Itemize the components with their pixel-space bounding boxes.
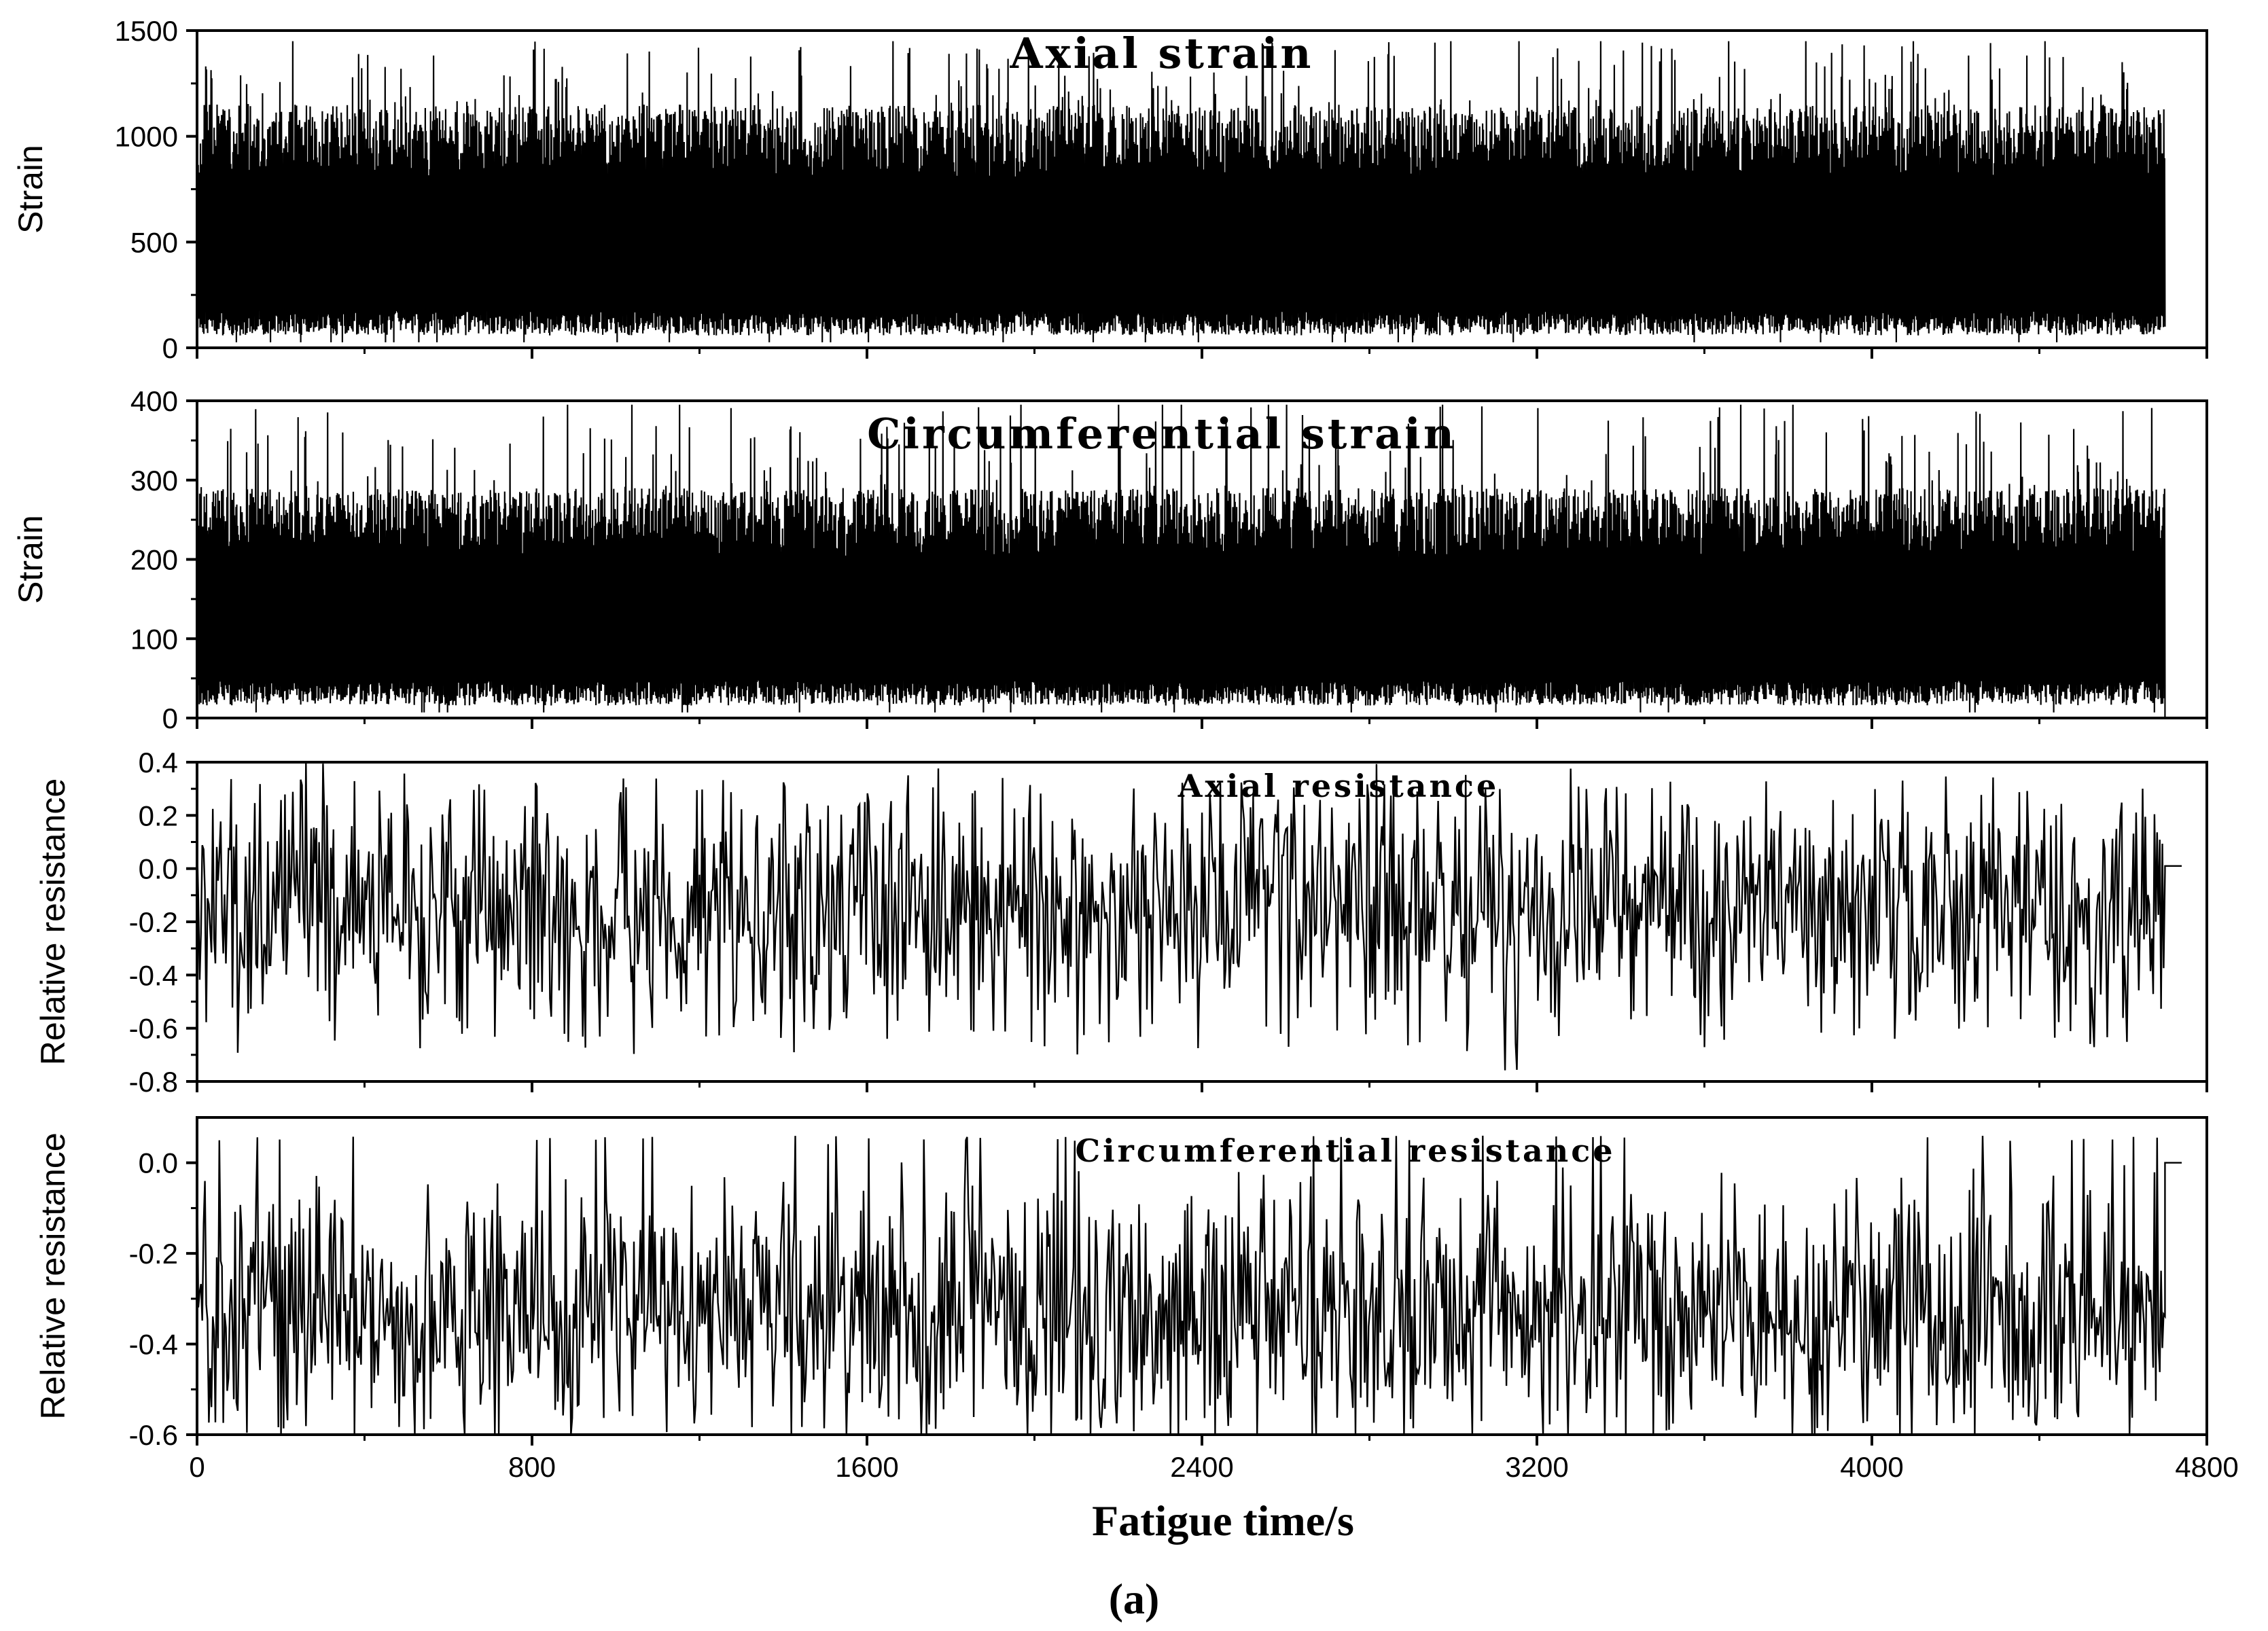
panel-title: Axial strain (1010, 29, 1314, 78)
x-tick-label: 1600 (835, 1451, 898, 1483)
x-axis-title: Fatigue time/s (1092, 1496, 1354, 1545)
y-tick-label: -0.4 (129, 1329, 178, 1361)
y-tick-label: 1500 (115, 15, 178, 47)
y-tick-label: -0.6 (129, 1013, 178, 1045)
y-tick-label: 0.4 (139, 747, 178, 778)
y-tick-label: 0.2 (139, 800, 178, 831)
panel-title: Circumferential strain (867, 409, 1457, 459)
y-tick-label: 200 (130, 544, 178, 576)
series-line-3 (197, 762, 2182, 1071)
y-tick-label: -0.8 (129, 1066, 178, 1098)
y-tick-label: -0.6 (129, 1419, 178, 1451)
y-tick-label: -0.4 (129, 959, 178, 991)
y-tick-label: 400 (130, 385, 178, 417)
x-tick-label: 4000 (1840, 1451, 1903, 1483)
y-tick-label: 500 (130, 226, 178, 258)
y-tick-label: 0.0 (139, 853, 178, 885)
y-tick-label: -0.2 (129, 1238, 178, 1270)
series-line-1 (197, 41, 2166, 342)
figure-caption: (a) (1109, 1575, 1160, 1623)
panel-4: -0.6 -0.4 -0.2 0.0 0 800 1600 2400 3200 4000 4800 R… (34, 1116, 2239, 1483)
x-tick-label: 800 (508, 1451, 556, 1483)
panels: 0 500 1000 1500 Strain Axial strain 0 100 200 300… (12, 15, 2239, 1483)
panel-3: -0.8 -0.6 -0.4 -0.2 0.0 0.2 0.4 Relative resist… (34, 747, 2208, 1098)
y-tick-label: -0.2 (129, 906, 178, 938)
y-tick-label: 0.0 (139, 1147, 178, 1179)
x-tick-label: 2400 (1170, 1451, 1233, 1483)
panel-title: Axial resistance (1177, 768, 1499, 804)
x-tick-label: 0 (189, 1451, 205, 1483)
series-line-2 (197, 404, 2166, 718)
y-tick-label: 300 (130, 465, 178, 497)
panel-1: 0 500 1000 1500 Strain Axial strain (12, 15, 2208, 364)
y-axis-label: Strain (12, 145, 50, 234)
panel-2: 0 100 200 300 400 Strain Circumferential strai… (12, 385, 2208, 734)
y-tick-label: 100 (130, 623, 178, 655)
y-axis-label: Strain (12, 515, 50, 604)
y-tick-label: 0 (162, 702, 178, 734)
panel-title: Circumferential resistance (1075, 1132, 1615, 1169)
y-axis-label: Relative resistance (34, 1132, 72, 1419)
y-tick-label: 1000 (115, 121, 178, 153)
y-tick-label: 0 (162, 332, 178, 364)
series-line-4 (197, 1135, 2182, 1435)
y-axis-label: Relative resistance (34, 778, 72, 1065)
x-tick-label: 3200 (1505, 1451, 1568, 1483)
x-tick-label: 4800 (2175, 1451, 2238, 1483)
